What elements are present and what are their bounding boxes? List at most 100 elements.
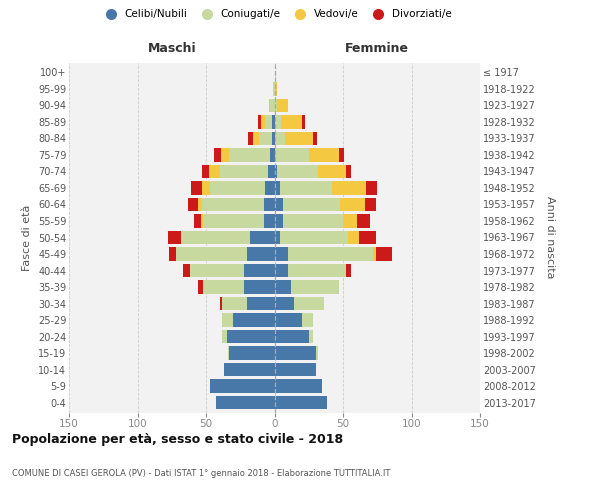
Bar [247,248,275,260]
Bar [191,182,202,194]
Bar [313,132,317,145]
Bar [203,214,263,228]
Bar [203,280,244,293]
Bar [281,116,302,128]
Bar [244,280,275,293]
Bar [275,165,277,178]
Bar [268,165,275,178]
Bar [288,248,373,260]
Bar [200,214,203,228]
Bar [283,198,340,211]
Bar [223,314,233,326]
Bar [271,99,275,112]
Bar [263,198,275,211]
Bar [349,231,359,244]
Bar [181,231,250,244]
Bar [288,264,346,277]
Bar [227,330,275,343]
Bar [244,264,275,277]
Y-axis label: Anni di nascita: Anni di nascita [545,196,555,278]
Bar [346,165,351,178]
Bar [263,214,275,228]
Bar [258,116,261,128]
Bar [309,330,313,343]
Bar [190,264,244,277]
Bar [272,116,275,128]
Bar [228,346,229,360]
Bar [309,148,339,162]
Bar [277,99,288,112]
Bar [229,148,271,162]
Bar [176,248,247,260]
Bar [275,116,281,128]
Bar [229,346,275,360]
Bar [248,132,253,145]
Bar [253,132,259,145]
Bar [275,132,286,145]
Bar [366,182,377,194]
Bar [275,214,283,228]
Bar [250,231,275,244]
Bar [271,148,275,162]
Bar [220,297,223,310]
Bar [223,330,227,343]
Bar [277,165,319,178]
Bar [302,116,305,128]
Bar [293,297,324,310]
Bar [265,116,272,128]
Bar [202,182,210,194]
Bar [215,396,275,409]
Bar [275,363,316,376]
Bar [286,132,313,145]
Bar [275,380,322,392]
Text: Popolazione per età, sesso e stato civile - 2018: Popolazione per età, sesso e stato civil… [12,432,343,446]
Bar [275,99,277,112]
Text: Maschi: Maschi [148,42,196,55]
Bar [275,264,288,277]
Bar [302,314,313,326]
Bar [316,346,319,360]
Text: COMUNE DI CASEI GEROLA (PV) - Dati ISTAT 1° gennaio 2018 - Elaborazione TUTTITAL: COMUNE DI CASEI GEROLA (PV) - Dati ISTAT… [12,469,391,478]
Y-axis label: Fasce di età: Fasce di età [22,204,32,270]
Bar [247,297,275,310]
Bar [220,165,268,178]
Bar [269,99,271,112]
Bar [273,82,275,96]
Bar [188,198,198,211]
Bar [202,165,209,178]
Text: Femmine: Femmine [345,42,409,55]
Bar [210,380,275,392]
Bar [283,214,343,228]
Bar [275,148,309,162]
Bar [223,297,247,310]
Bar [261,116,265,128]
Bar [202,198,263,211]
Bar [275,314,302,326]
Bar [198,280,203,293]
Bar [275,280,291,293]
Bar [275,297,293,310]
Bar [332,182,366,194]
Bar [275,231,280,244]
Bar [183,264,190,277]
Bar [275,330,309,343]
Bar [376,248,392,260]
Bar [275,396,326,409]
Bar [169,248,176,260]
Bar [198,198,202,211]
Bar [214,148,221,162]
Legend: Celibi/Nubili, Coniugati/e, Vedovi/e, Divorziati/e: Celibi/Nubili, Coniugati/e, Vedovi/e, Di… [96,5,456,24]
Bar [275,198,283,211]
Bar [339,148,344,162]
Bar [194,214,200,228]
Bar [209,165,220,178]
Bar [275,82,277,96]
Bar [373,248,376,260]
Bar [275,248,288,260]
Bar [340,198,365,211]
Bar [356,214,370,228]
Bar [259,132,272,145]
Bar [291,280,339,293]
Bar [280,231,349,244]
Bar [224,363,275,376]
